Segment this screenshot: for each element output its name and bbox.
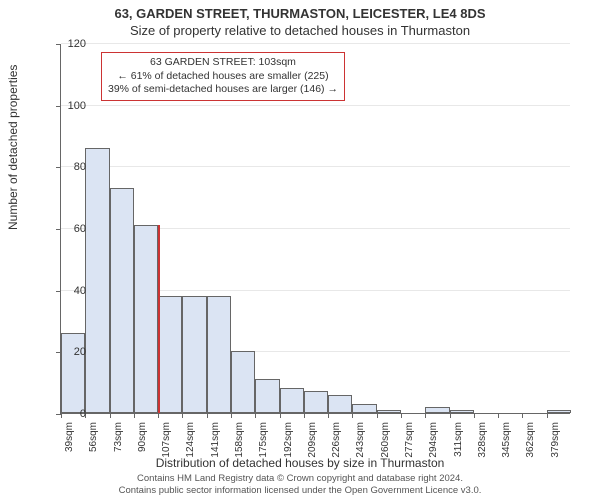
- xtick-mark: [328, 413, 329, 418]
- annotation-line2: ← 61% of detached houses are smaller (22…: [108, 70, 338, 84]
- xtick-label: 175sqm: [258, 422, 269, 462]
- ytick-label: 80: [46, 161, 86, 173]
- histogram-bar: [255, 379, 279, 413]
- xtick-label: 73sqm: [113, 422, 124, 462]
- xtick-label: 345sqm: [501, 422, 512, 462]
- xtick-mark: [280, 413, 281, 418]
- xtick-mark: [134, 413, 135, 418]
- histogram-bar: [61, 333, 85, 413]
- footer-line2: Contains public sector information licen…: [0, 485, 600, 496]
- histogram-bar: [425, 407, 449, 413]
- histogram-bar: [547, 410, 571, 413]
- annotation-box: 63 GARDEN STREET: 103sqm ← 61% of detach…: [101, 52, 345, 101]
- gridline: [61, 43, 570, 44]
- histogram-bar: [450, 410, 474, 413]
- histogram-bar: [231, 351, 255, 413]
- xtick-label: 243sqm: [355, 422, 366, 462]
- xtick-label: 56sqm: [88, 422, 99, 462]
- xtick-mark: [207, 413, 208, 418]
- ytick-label: 120: [46, 38, 86, 50]
- xtick-label: 124sqm: [185, 422, 196, 462]
- xtick-label: 294sqm: [428, 422, 439, 462]
- xtick-label: 141sqm: [210, 422, 221, 462]
- ytick-label: 60: [46, 223, 86, 235]
- xtick-mark: [255, 413, 256, 418]
- histogram-bar: [280, 388, 304, 413]
- histogram-bar: [328, 395, 352, 414]
- property-marker-line: [158, 225, 160, 413]
- xtick-label: 311sqm: [453, 422, 464, 462]
- xtick-label: 328sqm: [477, 422, 488, 462]
- annotation-line3: 39% of semi-detached houses are larger (…: [108, 83, 338, 97]
- histogram-bar: [377, 410, 401, 413]
- ytick-label: 20: [46, 346, 86, 358]
- xtick-label: 362sqm: [525, 422, 536, 462]
- xtick-label: 260sqm: [380, 422, 391, 462]
- histogram-bar: [110, 188, 134, 413]
- xtick-mark: [182, 413, 183, 418]
- xtick-mark: [425, 413, 426, 418]
- histogram-bar: [304, 391, 328, 413]
- gridline: [61, 166, 570, 167]
- xtick-label: 379sqm: [550, 422, 561, 462]
- y-axis-label: Number of detached properties: [6, 65, 20, 230]
- xtick-mark: [474, 413, 475, 418]
- xtick-mark: [547, 413, 548, 418]
- xtick-label: 277sqm: [404, 422, 415, 462]
- xtick-label: 158sqm: [234, 422, 245, 462]
- xtick-label: 192sqm: [283, 422, 294, 462]
- histogram-bar: [134, 225, 158, 413]
- chart-subtitle: Size of property relative to detached ho…: [0, 21, 600, 38]
- xtick-mark: [231, 413, 232, 418]
- xtick-mark: [401, 413, 402, 418]
- xtick-mark: [377, 413, 378, 418]
- gridline: [61, 105, 570, 106]
- xtick-mark: [352, 413, 353, 418]
- xtick-mark: [450, 413, 451, 418]
- plot-area: 63 GARDEN STREET: 103sqm ← 61% of detach…: [60, 44, 570, 414]
- xtick-label: 39sqm: [64, 422, 75, 462]
- xtick-mark: [522, 413, 523, 418]
- xtick-label: 90sqm: [137, 422, 148, 462]
- histogram-bar: [182, 296, 206, 413]
- ytick-label: 0: [46, 408, 86, 420]
- ytick-label: 100: [46, 100, 86, 112]
- histogram-bar: [352, 404, 376, 413]
- histogram-bar: [158, 296, 182, 413]
- xtick-label: 209sqm: [307, 422, 318, 462]
- xtick-mark: [498, 413, 499, 418]
- histogram-bar: [85, 148, 109, 413]
- xtick-mark: [304, 413, 305, 418]
- xtick-mark: [158, 413, 159, 418]
- chart-container: 63, GARDEN STREET, THURMASTON, LEICESTER…: [0, 0, 600, 500]
- footer-line1: Contains HM Land Registry data © Crown c…: [0, 473, 600, 484]
- annotation-line1: 63 GARDEN STREET: 103sqm: [108, 56, 338, 70]
- histogram-bar: [207, 296, 231, 413]
- xtick-label: 107sqm: [161, 422, 172, 462]
- footer-attribution: Contains HM Land Registry data © Crown c…: [0, 473, 600, 496]
- xtick-mark: [110, 413, 111, 418]
- xtick-label: 226sqm: [331, 422, 342, 462]
- chart-title-address: 63, GARDEN STREET, THURMASTON, LEICESTER…: [0, 0, 600, 21]
- ytick-label: 40: [46, 285, 86, 297]
